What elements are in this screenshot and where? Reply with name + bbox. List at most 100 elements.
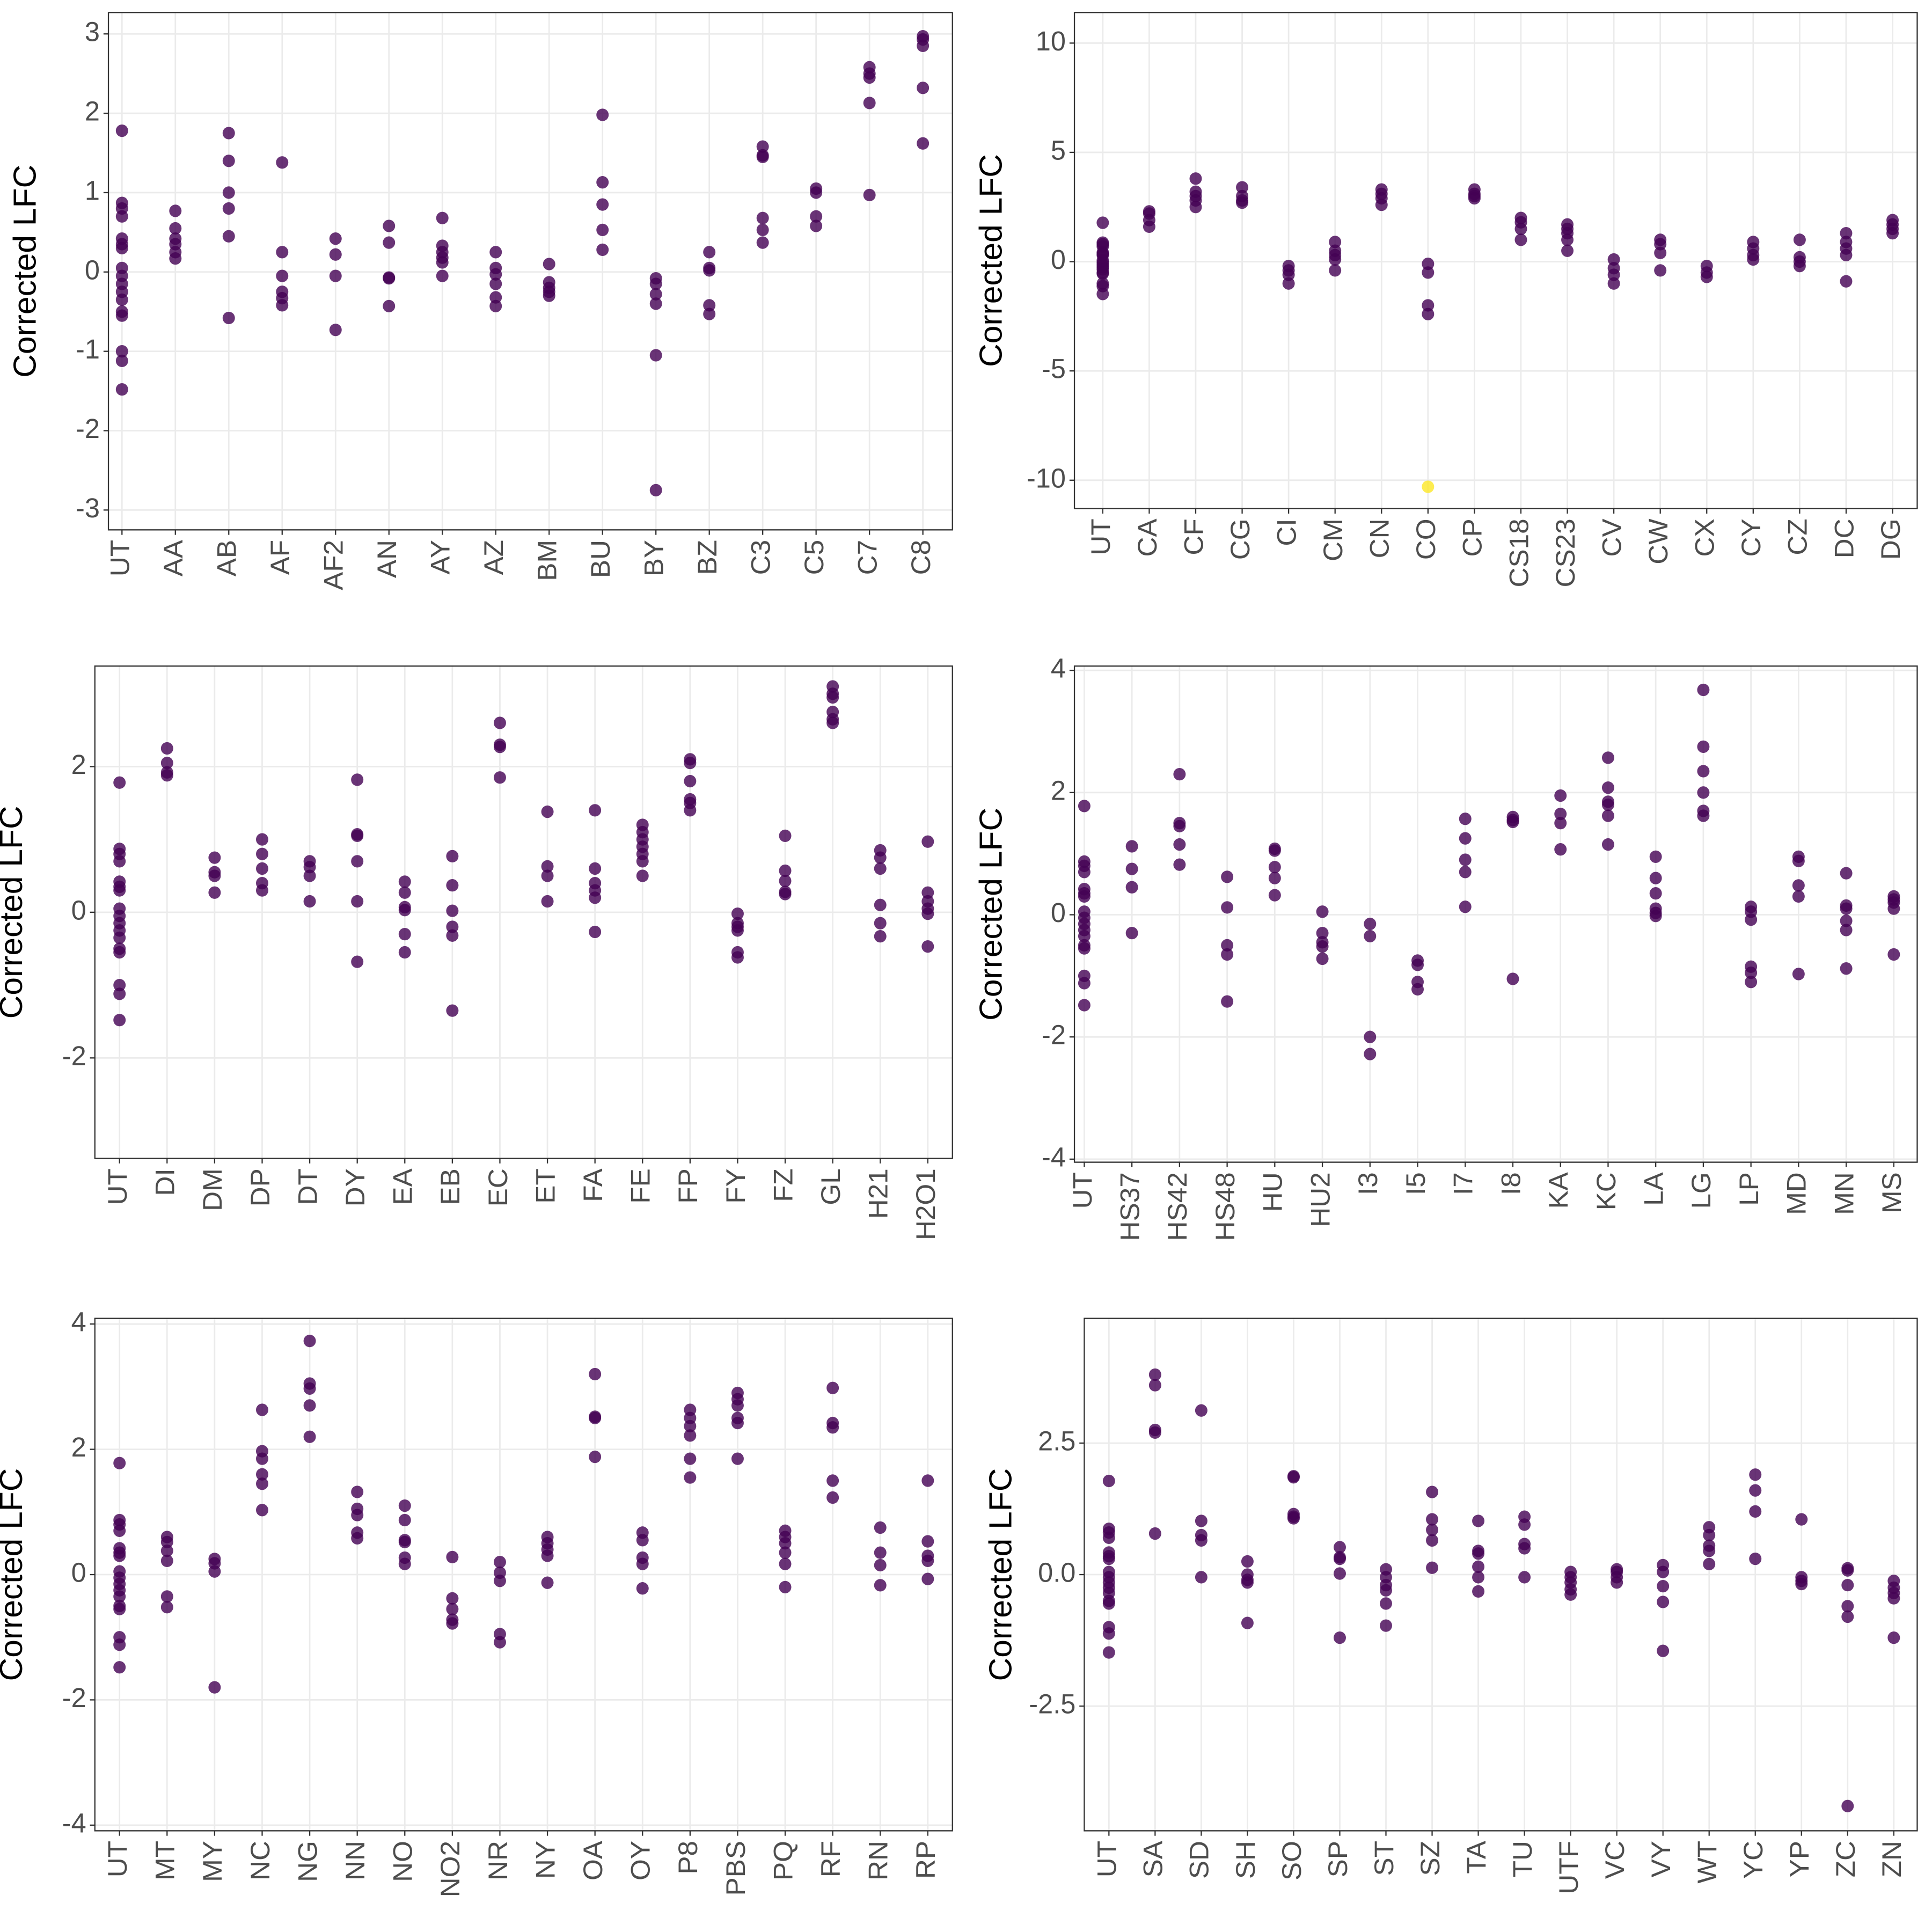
point [649,349,662,362]
point [1561,244,1574,257]
x-tick-label: MN [1829,1172,1860,1215]
point [1654,246,1667,259]
y-tick-label: 0 [1051,897,1066,928]
point [1268,861,1281,874]
point [1657,1644,1670,1657]
point [874,1546,887,1559]
point [1078,866,1091,879]
x-tick-label: PBS [720,1841,751,1896]
point [256,884,268,897]
point [826,1421,839,1434]
point [826,1381,839,1394]
point [446,1004,459,1017]
point [113,1661,126,1674]
x-tick-label: EB [435,1168,466,1205]
point [1236,181,1249,194]
point [1221,995,1234,1008]
x-tick-label: UT [102,1168,133,1205]
point [874,1579,887,1592]
point [589,1450,602,1463]
x-tick-label: SP [1322,1841,1353,1877]
point [1282,268,1295,281]
point [756,236,769,249]
point [541,805,554,818]
point [1422,299,1435,312]
x-tick-label: CV [1597,518,1627,557]
point [731,907,744,920]
point [863,188,876,202]
point [1611,1576,1623,1589]
point [1749,1505,1762,1518]
point [303,1430,316,1443]
point [351,1509,364,1521]
point [636,869,649,882]
point [351,895,364,908]
x-tick-label: LA [1638,1172,1669,1206]
point [222,155,235,167]
x-tick-label: SA [1138,1841,1168,1877]
panel: -2 0 2 UT DI DM DP DT DY EA EB EC ET FA FE FP FY FZ GL H21 H… [0,665,953,1240]
point [113,1014,126,1027]
y-axis-title: Corrected LFC [973,808,1009,1021]
point [1426,1485,1439,1498]
point [1316,905,1329,918]
point [398,904,411,917]
point [446,904,459,917]
point [589,891,602,904]
x-tick-label: P8 [673,1841,704,1875]
point [541,860,554,873]
point [636,1582,649,1595]
point [1472,1547,1485,1560]
point [874,862,887,875]
point [1148,1527,1161,1540]
x-tick-label: ZC [1830,1841,1861,1877]
point [826,691,839,704]
point [383,236,396,249]
point [1426,1513,1439,1526]
y-tick-label: 0 [1051,244,1066,275]
point [1125,840,1138,853]
point [351,1485,364,1498]
point [351,773,364,786]
x-tick-label: LG [1686,1172,1717,1209]
point [1654,264,1667,277]
point [493,741,506,753]
x-tick-label: I3 [1352,1172,1383,1195]
point [256,862,268,875]
point [1841,1799,1854,1812]
point [1078,977,1091,990]
point [256,847,268,860]
x-tick-label: OA [577,1841,608,1880]
point [636,855,649,868]
y-tick-label: 0.0 [1038,1557,1075,1587]
x-tick-label: I5 [1400,1172,1431,1195]
point [1333,1631,1346,1644]
point [684,1419,697,1433]
point [208,869,221,882]
x-tick-label: KA [1543,1172,1574,1209]
x-tick-label: EC [482,1168,513,1206]
x-tick-label: TA [1461,1841,1491,1874]
point [1329,253,1342,266]
point [329,269,342,282]
panel-border [107,12,953,531]
point [1380,1597,1392,1610]
point [596,243,609,257]
x-tick-label: CI [1271,518,1302,546]
point [113,776,126,789]
point [113,946,126,959]
point [1697,786,1710,799]
point [1459,832,1472,845]
point [1078,942,1091,955]
x-tick-label: CO [1411,518,1441,560]
point [810,219,823,232]
x-tick-label: CN [1364,518,1395,558]
point [398,1513,411,1527]
point [1078,890,1091,903]
point [303,1399,316,1412]
point [489,291,502,304]
x-tick-label: UT [1067,1172,1097,1209]
x-tick-label: RN [863,1841,894,1880]
x-tick-label: HS48 [1210,1172,1240,1241]
x-tick-label: AN [371,540,402,578]
